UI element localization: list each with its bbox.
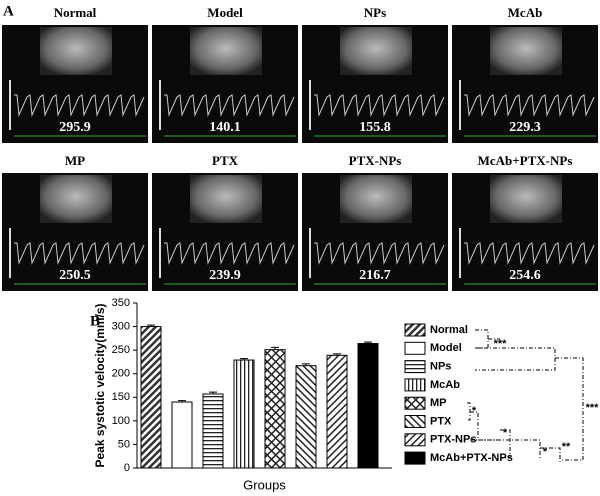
legend-label: MP	[430, 397, 447, 409]
error-bar	[333, 353, 341, 356]
image-title: NPs	[364, 5, 386, 20]
bar	[140, 326, 162, 469]
y-axis-label: Peak systotic velocity(mm/s)	[93, 303, 107, 467]
panel-label: B	[90, 313, 100, 329]
error-bar	[178, 400, 186, 402]
legend-label: Model	[430, 342, 462, 354]
significance-mark: ***	[586, 402, 600, 414]
image-title: PTX-NPs	[349, 153, 402, 168]
image-title: McAb	[508, 5, 543, 20]
velocity-value: 239.9	[209, 268, 241, 283]
error-bar	[240, 358, 248, 361]
bar	[295, 365, 317, 469]
velocity-value: 155.8	[359, 120, 391, 135]
y-tick-label: 100	[112, 415, 130, 427]
significance-mark: *	[543, 446, 548, 458]
doppler-waveform	[164, 94, 295, 117]
image-title: PTX	[212, 153, 239, 168]
legend-swatch	[404, 323, 426, 337]
velocity-value: 229.3	[509, 120, 541, 135]
significance-brackets	[467, 329, 584, 462]
x-axis-label: Groups	[243, 477, 286, 492]
bar	[357, 343, 379, 469]
legend-label: McAb+PTX-NPs	[430, 452, 513, 464]
legend-swatch	[404, 341, 426, 355]
image-title: McAb+PTX-NPs	[478, 153, 573, 168]
ultrasound-image	[190, 27, 262, 75]
bar	[171, 401, 193, 469]
ultrasound-image	[340, 175, 412, 223]
ultrasound-image	[340, 27, 412, 75]
velocity-value: 250.5	[59, 268, 91, 283]
significance-mark: *	[472, 405, 477, 417]
image-title: Model	[207, 5, 243, 20]
legend-swatch	[404, 378, 426, 392]
velocity-value: 295.9	[59, 120, 91, 135]
error-bar	[147, 324, 155, 327]
legend-label: McAb	[430, 379, 460, 391]
image-title: MP	[65, 153, 85, 168]
legend-swatch	[404, 415, 426, 428]
doppler-waveform	[464, 94, 595, 117]
bar	[326, 354, 348, 469]
bar	[264, 349, 286, 469]
doppler-waveform	[164, 242, 295, 265]
ultrasound-image	[190, 175, 262, 223]
legend-swatch	[404, 451, 426, 465]
legend-label: Normal	[430, 324, 468, 336]
doppler-waveform	[314, 242, 445, 265]
error-bar	[364, 341, 372, 344]
y-tick-label: 50	[118, 438, 130, 450]
y-tick-label: 150	[112, 391, 130, 403]
error-bar	[209, 391, 217, 394]
significance-mark: **	[562, 441, 571, 453]
ultrasound-image	[490, 27, 562, 75]
doppler-waveform	[464, 242, 595, 265]
error-bar	[271, 346, 279, 350]
legend-label: NPs	[430, 361, 451, 373]
legend-swatch	[404, 360, 426, 374]
legend-label: PTX-NPs	[430, 434, 476, 446]
significance-mark: *	[503, 427, 508, 439]
y-tick-label: 0	[124, 462, 130, 474]
doppler-waveform	[14, 94, 145, 117]
image-title: Normal	[54, 5, 97, 20]
y-tick-label: 350	[112, 297, 130, 309]
velocity-value: 216.7	[359, 268, 391, 283]
error-bar	[302, 363, 310, 366]
panel-label: A	[3, 3, 14, 19]
y-tick-label: 250	[112, 344, 130, 356]
legend-swatch	[404, 433, 426, 447]
y-tick-label: 300	[112, 320, 130, 332]
ultrasound-image	[40, 175, 112, 223]
doppler-waveform	[14, 242, 145, 265]
bar	[233, 359, 255, 469]
bar	[202, 393, 224, 469]
y-tick-label: 200	[112, 368, 130, 380]
velocity-value: 254.6	[509, 268, 541, 283]
doppler-waveform	[314, 94, 445, 117]
legend-label: PTX	[430, 415, 452, 427]
legend-swatch	[404, 396, 426, 410]
ultrasound-image	[490, 175, 562, 223]
ultrasound-image	[40, 27, 112, 75]
significance-mark: ***	[494, 338, 508, 350]
velocity-value: 140.1	[209, 120, 241, 135]
